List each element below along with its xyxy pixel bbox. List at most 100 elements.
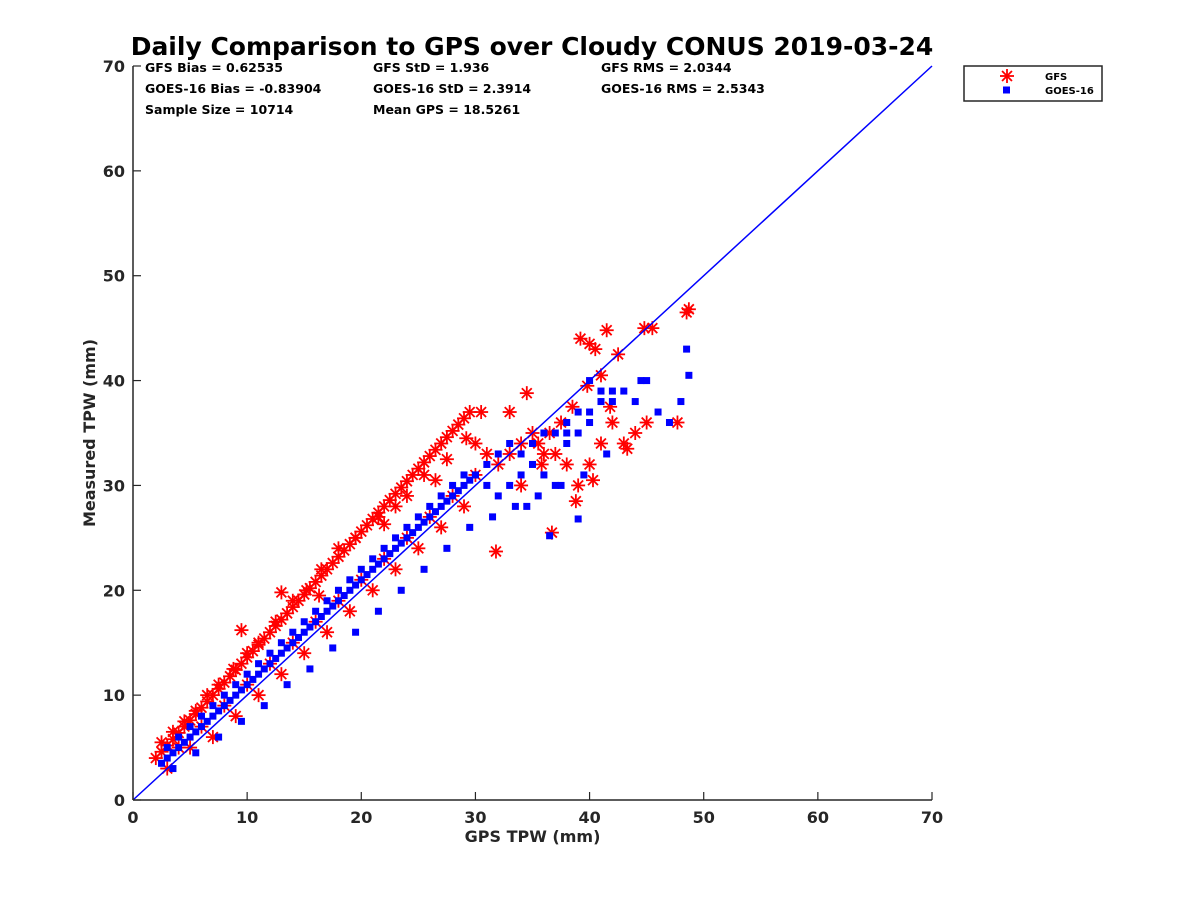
gfs-point <box>226 661 241 676</box>
goes-16-point <box>460 471 468 479</box>
goes-16-point <box>192 728 200 736</box>
gfs-point <box>188 703 203 718</box>
legend-goes-16-label: GOES-16 <box>1045 86 1094 97</box>
x-tick-label: 30 <box>464 808 486 827</box>
goes-16-point <box>300 618 308 626</box>
gfs-point <box>637 321 652 336</box>
goes-16-point <box>540 471 548 479</box>
goes-16-point <box>466 476 474 484</box>
goes-16-point <box>357 576 365 584</box>
goes-16-point <box>380 555 388 563</box>
goes-16-point <box>563 429 571 437</box>
goes-16-point <box>169 749 177 757</box>
goes-16-point <box>665 419 673 427</box>
goes-16-point <box>392 544 400 552</box>
goes-16-point <box>426 502 434 510</box>
gfs-point <box>681 302 696 317</box>
goes-16-point <box>597 398 605 406</box>
goes-16-point <box>346 586 354 594</box>
gfs-point <box>620 441 635 456</box>
gfs-point <box>599 323 614 338</box>
goes-16-point <box>380 544 388 552</box>
gfs-point <box>251 635 266 650</box>
goes-16-point <box>466 523 474 531</box>
x-tick-label: 0 <box>127 808 138 827</box>
gfs-point <box>268 614 283 629</box>
gfs-point <box>548 446 563 461</box>
goes-16-point <box>437 492 445 500</box>
goes-16-point <box>620 387 628 395</box>
goes-16-point <box>163 744 171 752</box>
x-tick-label: 70 <box>921 808 943 827</box>
goes-16-point <box>243 670 251 678</box>
goes-16-point <box>540 429 548 437</box>
goes-16-point <box>506 439 514 447</box>
goes-16-point <box>169 765 177 773</box>
goes-16-point <box>283 681 291 689</box>
goes-16-point <box>557 481 565 489</box>
stat-text: GOES-16 RMS = 2.5343 <box>601 81 765 96</box>
goes-16-point <box>186 733 194 741</box>
goes-16-point <box>312 618 320 626</box>
x-tick-label: 60 <box>807 808 829 827</box>
gfs-point <box>371 509 386 524</box>
goes-16-point <box>392 534 400 542</box>
goes-16-point <box>563 439 571 447</box>
goes-16-point <box>574 429 582 437</box>
goes-16-point <box>608 398 616 406</box>
goes-16-point <box>597 387 605 395</box>
goes-16-point <box>574 515 582 523</box>
goes-16-point <box>186 723 194 731</box>
goes-16-point <box>215 707 223 715</box>
goes-16-point <box>529 439 536 447</box>
gfs-point <box>519 386 534 401</box>
y-tick-label: 70 <box>103 57 125 76</box>
goes-16-point <box>529 460 536 468</box>
chart-title: Daily Comparison to GPS over Cloudy CONU… <box>131 32 934 61</box>
gfs-point <box>534 457 549 472</box>
goes-16-point <box>163 754 171 762</box>
goes-16-point <box>511 502 519 510</box>
goes-16-point <box>220 691 228 699</box>
gfs-point <box>582 457 597 472</box>
gfs-point <box>331 541 346 556</box>
goes-16-point <box>454 487 462 495</box>
gfs-point <box>211 677 226 692</box>
goes-16-point <box>637 377 645 385</box>
gfs-point <box>399 488 414 503</box>
gfs-point <box>434 520 449 535</box>
gfs-point <box>428 473 443 488</box>
goes-16-point <box>283 644 291 652</box>
goes-16-point <box>551 481 559 489</box>
goes-16-point <box>563 419 571 427</box>
goes-16-point <box>243 681 251 689</box>
gfs-point <box>274 667 289 682</box>
goes-16-point <box>203 717 211 725</box>
gfs-point <box>439 452 454 467</box>
gfs-point <box>312 588 327 603</box>
gfs-point <box>348 530 363 545</box>
gfs-point <box>459 431 474 446</box>
goes-16-point <box>260 702 268 710</box>
legend-gfs-label: GFS <box>1045 72 1067 83</box>
y-axis-label: Measured TPW (mm) <box>80 339 99 527</box>
goes-16-point <box>685 371 693 379</box>
goes-16-point <box>255 670 263 678</box>
series-gfs <box>148 302 696 776</box>
gfs-point <box>639 415 654 430</box>
stat-text: GFS Bias = 0.62535 <box>145 60 283 75</box>
gfs-point <box>670 415 685 430</box>
goes-16-point <box>249 675 257 683</box>
y-tick-label: 40 <box>103 372 125 391</box>
goes-16-point <box>323 597 331 605</box>
y-tick-label: 50 <box>103 267 125 286</box>
gfs-point <box>388 499 403 514</box>
goes-16-point <box>312 607 320 615</box>
goes-16-point <box>409 529 417 537</box>
gfs-point <box>514 478 529 493</box>
gfs-point <box>417 467 432 482</box>
axes: 0 10 20 30 40 50 60 70 0 10 20 30 40 50 60 70 <box>103 57 943 827</box>
goes-16-point <box>449 481 457 489</box>
gfs-point <box>479 446 494 461</box>
gfs-point <box>297 646 312 661</box>
